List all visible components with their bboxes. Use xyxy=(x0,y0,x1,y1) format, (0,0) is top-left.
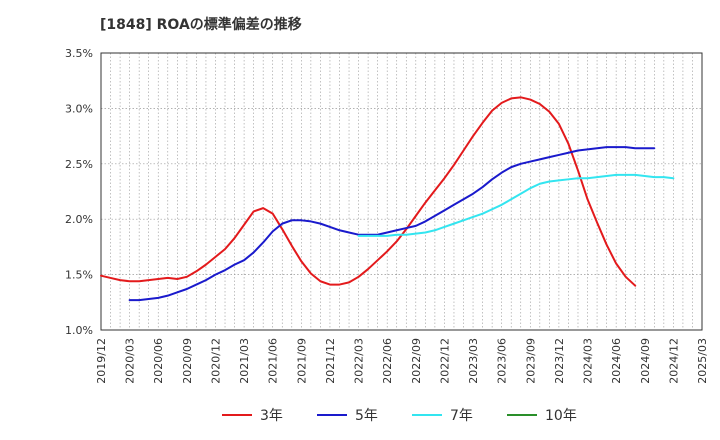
y-tick-label: 1.0% xyxy=(65,324,93,337)
y-tick-label: 3.0% xyxy=(65,102,93,115)
x-tick-label: 2024/06 xyxy=(610,338,623,384)
x-tick-label: 2021/06 xyxy=(267,338,280,384)
legend-swatch xyxy=(507,414,537,416)
tick-labels: 1.0% 1.5% 2.0% 2.5% 3.0% 3.5% 2019/12 2020/03 20… xyxy=(65,47,709,384)
x-tick-label: 2023/03 xyxy=(467,338,480,384)
x-tick-label: 2025/03 xyxy=(696,338,709,384)
x-tick-label: 2021/09 xyxy=(295,338,308,384)
x-tick-label: 2023/09 xyxy=(524,338,537,384)
x-tick-label: 2024/09 xyxy=(639,338,652,384)
legend-item: 3年 xyxy=(222,404,283,426)
grid-lines xyxy=(100,52,703,331)
x-tick-label: 2020/06 xyxy=(152,338,165,384)
legend-label: 7年 xyxy=(450,408,473,424)
axes xyxy=(100,52,703,331)
y-tick-label: 2.5% xyxy=(65,158,93,171)
chart-title: [1848] ROAの標準偏差の推移 xyxy=(100,17,302,33)
legend-item: 7年 xyxy=(412,404,473,426)
legend-item: 5年 xyxy=(317,404,378,426)
plot-frame xyxy=(100,52,703,331)
y-tick-label: 2.0% xyxy=(65,213,93,226)
legend-swatch xyxy=(317,414,347,416)
x-tick-label: 2023/12 xyxy=(553,338,566,384)
legend: 3年 5年 7年 10年 xyxy=(0,400,720,430)
legend-swatch xyxy=(222,414,252,416)
x-tick-label: 2022/09 xyxy=(410,338,423,384)
x-tick-label: 2023/06 xyxy=(496,338,509,384)
legend-label: 10年 xyxy=(545,408,577,424)
x-tick-label: 2022/06 xyxy=(381,338,394,384)
series-line xyxy=(128,146,656,302)
series-lines xyxy=(100,96,675,302)
x-tick-label: 2020/03 xyxy=(124,338,137,384)
x-tick-label: 2021/03 xyxy=(238,338,251,384)
legend-label: 5年 xyxy=(355,408,378,424)
x-tick-label: 2024/12 xyxy=(667,338,680,384)
legend-swatch xyxy=(412,414,442,416)
y-tick-label: 1.5% xyxy=(65,269,93,282)
y-tick-label: 3.5% xyxy=(65,47,93,60)
legend-item: 10年 xyxy=(507,404,577,426)
legend-label: 3年 xyxy=(260,408,283,424)
x-tick-label: 2022/03 xyxy=(353,338,366,384)
series-line xyxy=(100,96,637,287)
x-tick-label: 2020/09 xyxy=(181,338,194,384)
x-tick-label: 2019/12 xyxy=(95,338,108,384)
x-tick-label: 2021/12 xyxy=(324,338,337,384)
series-line xyxy=(357,173,675,237)
x-tick-label: 2020/12 xyxy=(209,338,222,384)
x-tick-label: 2022/12 xyxy=(438,338,451,384)
x-tick-label: 2024/03 xyxy=(582,338,595,384)
